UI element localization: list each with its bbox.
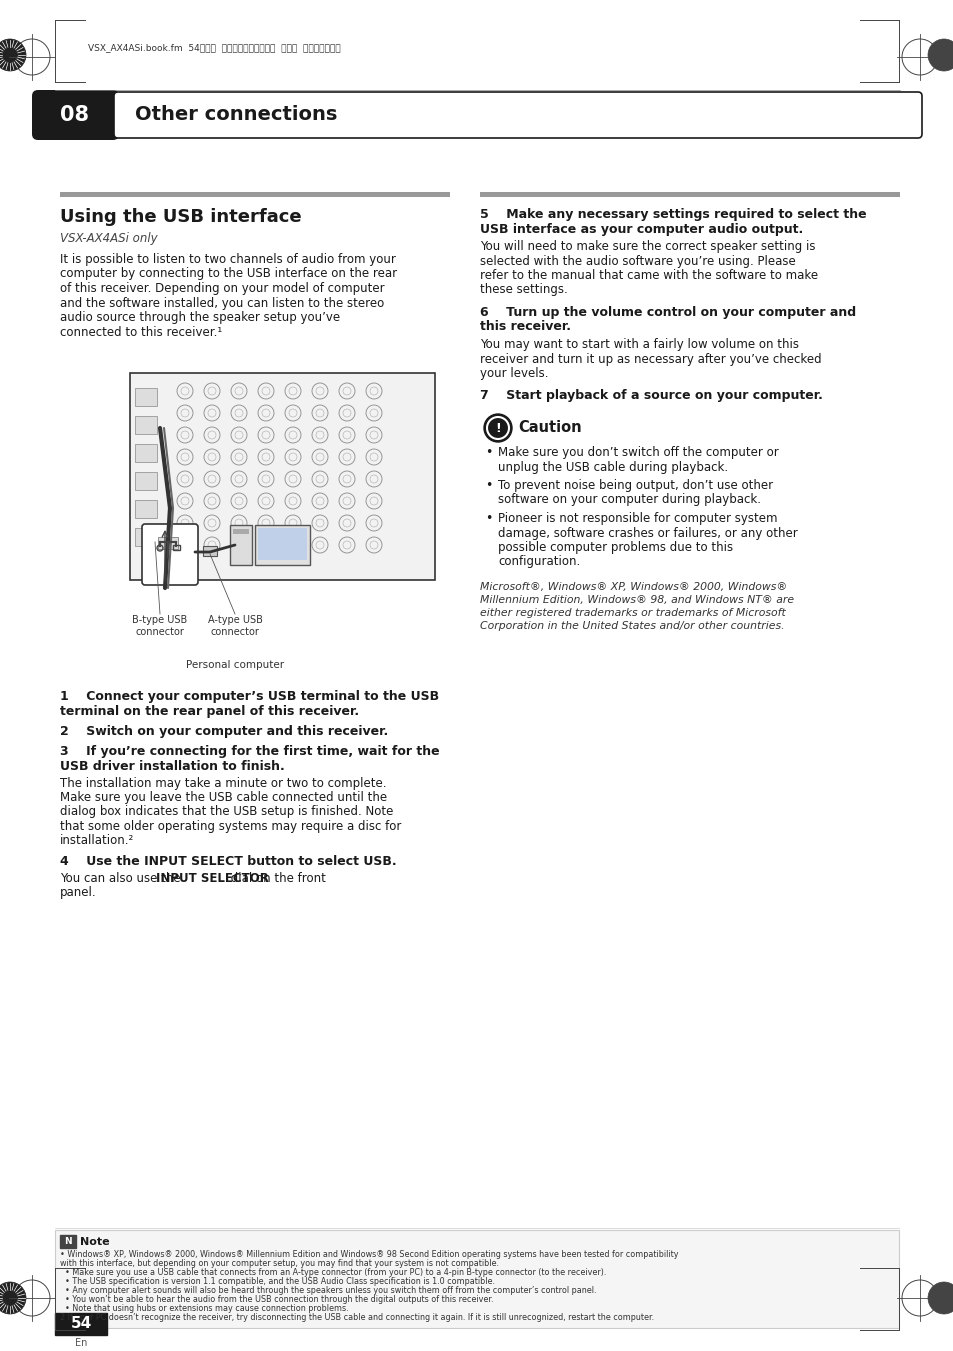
Text: audio source through the speaker setup you’ve: audio source through the speaker setup y… <box>60 311 340 324</box>
Text: En: En <box>74 1337 87 1348</box>
Text: selected with the audio software you’re using. Please: selected with the audio software you’re … <box>479 254 795 267</box>
Text: configuration.: configuration. <box>497 555 579 569</box>
Text: connector: connector <box>211 627 259 638</box>
Text: A-type USB: A-type USB <box>208 615 262 626</box>
Text: Personal computer: Personal computer <box>186 661 284 670</box>
Text: • Windows® XP, Windows® 2000, Windows® Millennium Edition and Windows® 98 Second: • Windows® XP, Windows® 2000, Windows® M… <box>60 1250 678 1259</box>
Text: • Make sure you use a USB cable that connects from an A-type connector (from you: • Make sure you use a USB cable that con… <box>65 1269 606 1277</box>
Bar <box>257 528 307 561</box>
Bar <box>135 416 157 434</box>
Circle shape <box>0 1282 26 1315</box>
Text: possible computer problems due to this: possible computer problems due to this <box>497 540 732 554</box>
Bar <box>230 526 252 565</box>
Text: USB interface as your computer audio output.: USB interface as your computer audio out… <box>479 223 802 235</box>
Text: 08: 08 <box>60 105 90 126</box>
Text: receiver and turn it up as necessary after you’ve checked: receiver and turn it up as necessary aft… <box>479 353 821 366</box>
Text: •: • <box>484 512 492 526</box>
FancyBboxPatch shape <box>32 91 119 141</box>
Text: connected to this receiver.¹: connected to this receiver.¹ <box>60 326 222 339</box>
Circle shape <box>0 39 26 72</box>
Text: and the software installed, you can listen to the stereo: and the software installed, you can list… <box>60 296 384 309</box>
Bar <box>135 444 157 462</box>
Text: N: N <box>64 1236 71 1246</box>
Bar <box>233 530 249 534</box>
Bar <box>158 536 178 549</box>
Text: You can also use the: You can also use the <box>60 871 184 885</box>
Text: terminal on the rear panel of this receiver.: terminal on the rear panel of this recei… <box>60 704 358 717</box>
Text: !: ! <box>495 423 500 435</box>
Text: software on your computer during playback.: software on your computer during playbac… <box>497 493 760 507</box>
Text: unplug the USB cable during playback.: unplug the USB cable during playback. <box>497 461 727 473</box>
Text: 4    Use the INPUT SELECT button to select USB.: 4 Use the INPUT SELECT button to select … <box>60 855 396 867</box>
Text: • Any computer alert sounds will also be heard through the speakers unless you s: • Any computer alert sounds will also be… <box>65 1286 596 1296</box>
Bar <box>130 373 435 580</box>
Text: dialog box indicates that the USB setup is finished. Note: dialog box indicates that the USB setup … <box>60 805 393 819</box>
Text: To prevent noise being output, don’t use other: To prevent noise being output, don’t use… <box>497 480 772 492</box>
Bar <box>55 1229 898 1328</box>
Bar <box>203 546 216 557</box>
Text: •: • <box>484 480 492 492</box>
Text: Other connections: Other connections <box>135 105 337 124</box>
Bar <box>479 192 899 197</box>
Bar <box>254 526 310 565</box>
Text: 54: 54 <box>71 1316 91 1332</box>
Text: INPUT SELECTOR: INPUT SELECTOR <box>156 871 269 885</box>
Text: 1    Connect your computer’s USB terminal to the USB: 1 Connect your computer’s USB terminal t… <box>60 690 438 703</box>
Bar <box>135 388 157 407</box>
FancyBboxPatch shape <box>113 92 921 138</box>
Text: Microsoft®, Windows® XP, Windows® 2000, Windows®: Microsoft®, Windows® XP, Windows® 2000, … <box>479 582 786 592</box>
Text: these settings.: these settings. <box>479 284 567 296</box>
Text: 6    Turn up the volume control on your computer and: 6 Turn up the volume control on your com… <box>479 305 855 319</box>
Text: • Note that using hubs or extensions may cause connection problems.: • Note that using hubs or extensions may… <box>65 1304 348 1313</box>
Text: VSX_AX4ASi.book.fm  54ページ  ２００６年４月１１日  火曜日  午後４時１９分: VSX_AX4ASi.book.fm 54ページ ２００６年４月１１日 火曜日 … <box>88 43 340 53</box>
Text: Caution: Caution <box>517 420 581 435</box>
Text: this receiver.: this receiver. <box>479 320 571 334</box>
Text: •: • <box>484 446 492 459</box>
Text: You will need to make sure the correct speaker setting is: You will need to make sure the correct s… <box>479 240 815 253</box>
Text: B-type USB: B-type USB <box>132 615 188 626</box>
Bar <box>135 528 157 546</box>
Text: 2 If your PC doesn’t recognize the receiver, try disconnecting the USB cable and: 2 If your PC doesn’t recognize the recei… <box>60 1313 654 1323</box>
Text: computer by connecting to the USB interface on the rear: computer by connecting to the USB interf… <box>60 267 396 281</box>
Bar <box>135 471 157 490</box>
Text: 5    Make any necessary settings required to select the: 5 Make any necessary settings required t… <box>479 208 865 222</box>
Text: Make sure you leave the USB cable connected until the: Make sure you leave the USB cable connec… <box>60 790 387 804</box>
Circle shape <box>927 39 953 72</box>
Text: 7    Start playback of a source on your computer.: 7 Start playback of a source on your com… <box>479 389 822 403</box>
Text: installation.²: installation.² <box>60 835 134 847</box>
Text: • The USB specification is version 1.1 compatible, and the USB Audio Class speci: • The USB specification is version 1.1 c… <box>65 1277 495 1286</box>
Bar <box>172 544 180 550</box>
Text: Corporation in the United States and/or other countries.: Corporation in the United States and/or … <box>479 621 783 631</box>
Bar <box>60 192 450 197</box>
Text: dial on the front: dial on the front <box>227 871 325 885</box>
Text: You may want to start with a fairly low volume on this: You may want to start with a fairly low … <box>479 338 799 351</box>
Circle shape <box>927 1282 953 1315</box>
Text: Pioneer is not responsible for computer system: Pioneer is not responsible for computer … <box>497 512 777 526</box>
Bar <box>55 1313 107 1335</box>
Text: The installation may take a minute or two to complete.: The installation may take a minute or tw… <box>60 777 386 789</box>
Text: of this receiver. Depending on your model of computer: of this receiver. Depending on your mode… <box>60 282 384 295</box>
Text: 3    If you’re connecting for the first time, wait for the: 3 If you’re connecting for the first tim… <box>60 746 439 758</box>
Text: VSX-AX4ASi only: VSX-AX4ASi only <box>60 232 157 245</box>
Text: connector: connector <box>135 627 184 638</box>
Text: Note: Note <box>80 1238 110 1247</box>
Bar <box>60 1235 76 1248</box>
Text: Millennium Edition, Windows® 98, and Windows NT® are: Millennium Edition, Windows® 98, and Win… <box>479 594 793 605</box>
FancyBboxPatch shape <box>142 524 198 585</box>
Text: Make sure you don’t switch off the computer or: Make sure you don’t switch off the compu… <box>497 446 778 459</box>
Text: with this interface, but depending on your computer setup, you may find that you: with this interface, but depending on yo… <box>60 1259 498 1269</box>
Text: refer to the manual that came with the software to make: refer to the manual that came with the s… <box>479 269 818 282</box>
Text: • You won’t be able to hear the audio from the USB connection through the digita: • You won’t be able to hear the audio fr… <box>65 1296 493 1304</box>
Text: USB driver installation to finish.: USB driver installation to finish. <box>60 761 284 773</box>
Text: It is possible to listen to two channels of audio from your: It is possible to listen to two channels… <box>60 253 395 266</box>
Bar <box>135 500 157 517</box>
Text: either registered trademarks or trademarks of Microsoft: either registered trademarks or trademar… <box>479 608 785 617</box>
Text: 2    Switch on your computer and this receiver.: 2 Switch on your computer and this recei… <box>60 725 388 738</box>
Text: panel.: panel. <box>60 886 96 898</box>
Text: damage, software crashes or failures, or any other: damage, software crashes or failures, or… <box>497 527 797 539</box>
Text: Using the USB interface: Using the USB interface <box>60 208 301 226</box>
Circle shape <box>483 413 512 442</box>
Text: that some older operating systems may require a disc for: that some older operating systems may re… <box>60 820 401 834</box>
Text: your levels.: your levels. <box>479 367 548 380</box>
